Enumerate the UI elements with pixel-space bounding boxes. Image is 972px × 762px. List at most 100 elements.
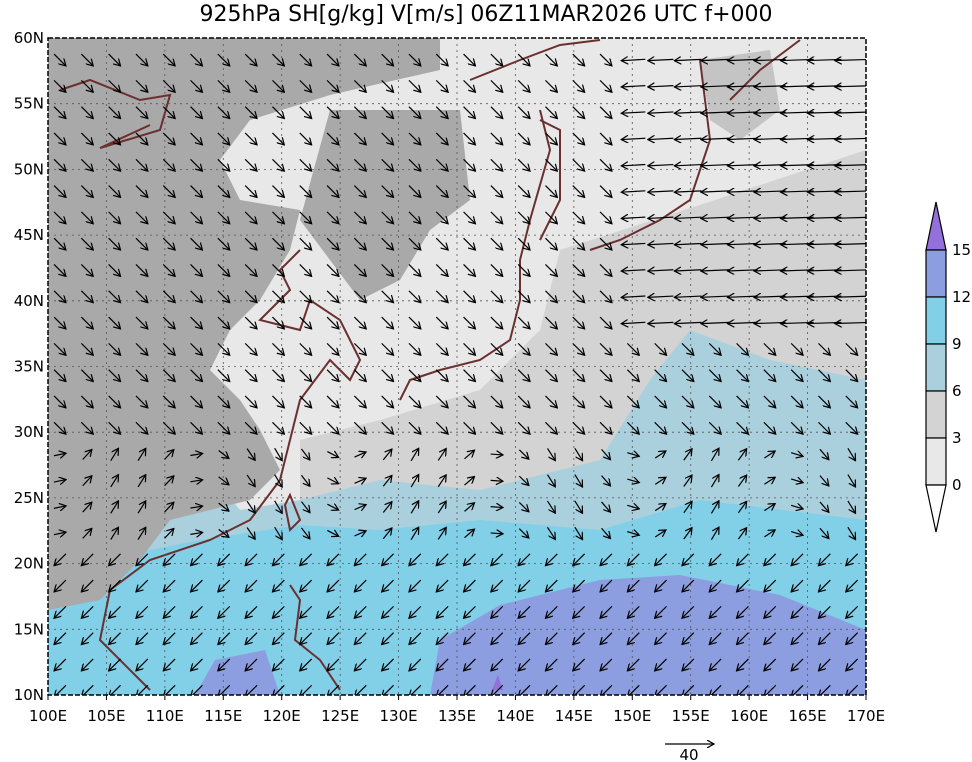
wind-arrow xyxy=(737,475,746,487)
wind-arrow xyxy=(819,448,829,459)
wind-arrow xyxy=(683,449,692,461)
wind-arrow xyxy=(408,264,421,276)
lat-tick-label: 10N xyxy=(14,686,44,704)
wind-arrow xyxy=(737,605,749,618)
wind-arrow xyxy=(600,684,613,695)
wind-arrow xyxy=(135,369,148,382)
wind-arrow xyxy=(381,369,394,382)
wind-arrow xyxy=(217,421,230,434)
wind-arrow xyxy=(327,632,340,645)
wind-arrow xyxy=(763,369,776,382)
wind-arrow xyxy=(162,185,175,198)
wind-arrow xyxy=(727,86,758,87)
wind-arrow xyxy=(327,658,340,671)
wind-arrow xyxy=(354,605,367,618)
wind-arrow xyxy=(244,132,257,145)
wind-arrow xyxy=(299,395,312,408)
wind-arrow xyxy=(110,527,119,540)
wind-arrow xyxy=(408,132,421,145)
lon-tick-label: 145E xyxy=(555,707,593,725)
wind-arrow xyxy=(627,453,639,457)
wind-arrow xyxy=(790,421,803,434)
wind-arrow xyxy=(245,684,258,695)
wind-arrow xyxy=(327,579,340,592)
wind-arrow xyxy=(437,475,446,488)
wind-arrow xyxy=(191,632,203,645)
wind-arrow xyxy=(244,342,257,355)
wind-arrow xyxy=(599,264,612,276)
wind-arrow xyxy=(518,658,531,671)
wind-arrow xyxy=(408,316,421,329)
wind-arrow xyxy=(648,165,674,166)
wind-arrow xyxy=(621,59,646,60)
wind-arrow xyxy=(326,369,339,382)
wind-arrow xyxy=(80,158,93,171)
wind-arrow xyxy=(190,454,202,456)
lon-tick-label: 155E xyxy=(672,707,710,725)
wind-arrow xyxy=(53,132,66,145)
wind-arrow xyxy=(682,632,695,645)
wind-arrow xyxy=(436,658,449,671)
wind-arrow xyxy=(464,579,476,592)
wind-arrow xyxy=(682,553,695,566)
wind-arrow xyxy=(135,264,148,276)
wind-arrow xyxy=(572,395,585,408)
wind-arrow xyxy=(163,605,176,618)
wind-arrow xyxy=(545,579,558,592)
wind-arrow xyxy=(819,475,829,486)
wind-arrow xyxy=(190,237,203,250)
wind-arrow xyxy=(599,211,612,224)
wind-arrow xyxy=(490,316,503,329)
wind-arrow xyxy=(135,290,148,303)
wind-arrow xyxy=(490,53,503,66)
wind-arrow xyxy=(835,59,866,60)
colorbar-tick-label: 9 xyxy=(952,335,962,353)
wind-arrow xyxy=(299,316,312,329)
wind-arrow xyxy=(408,395,421,408)
wind-arrow xyxy=(381,185,394,198)
wind-arrow xyxy=(764,632,777,645)
wind-arrow xyxy=(108,185,121,198)
wind-arrow xyxy=(835,86,866,87)
wind-arrow xyxy=(621,191,646,192)
wind-arrow xyxy=(162,158,175,171)
wind-arrow xyxy=(464,503,475,512)
wind-arrow xyxy=(299,158,312,171)
wind-arrow xyxy=(53,395,66,408)
wind-arrow xyxy=(463,316,476,329)
wind-arrow xyxy=(648,217,674,218)
wind-arrow xyxy=(299,342,312,355)
wind-arrow xyxy=(135,342,148,355)
wind-arrow xyxy=(191,658,203,671)
wind-arrow xyxy=(53,185,66,198)
wind-arrow xyxy=(381,342,394,355)
colorbar-tick-label: 0 xyxy=(952,476,962,494)
wind-arrow xyxy=(109,553,121,566)
wind-arrow xyxy=(708,342,721,355)
wind-arrow xyxy=(654,530,666,538)
wind-arrow xyxy=(272,290,284,303)
wind-arrow xyxy=(648,59,674,60)
wind-arrow xyxy=(436,632,449,645)
lat-tick-label: 45N xyxy=(14,226,44,244)
wind-arrow xyxy=(408,158,421,171)
wind-arrow xyxy=(327,478,338,484)
wind-arrow xyxy=(435,79,448,92)
wind-arrow xyxy=(621,86,646,87)
wind-arrow xyxy=(353,158,366,171)
wind-arrow xyxy=(517,237,530,250)
lat-tick-label: 50N xyxy=(14,160,44,178)
wind-arrow xyxy=(80,106,93,119)
wind-arrow xyxy=(408,369,421,382)
wind-arrow xyxy=(701,138,730,139)
wind-arrow xyxy=(545,395,557,408)
wind-arrow xyxy=(818,369,830,382)
wind-arrow xyxy=(701,191,730,192)
wind-arrow xyxy=(353,369,366,382)
wind-arrow xyxy=(54,632,67,645)
wind-arrow xyxy=(408,79,421,92)
wind-arrow xyxy=(435,237,448,250)
wind-arrow xyxy=(517,395,530,408)
wind-arrow xyxy=(135,106,148,119)
wind-arrow xyxy=(110,475,119,488)
